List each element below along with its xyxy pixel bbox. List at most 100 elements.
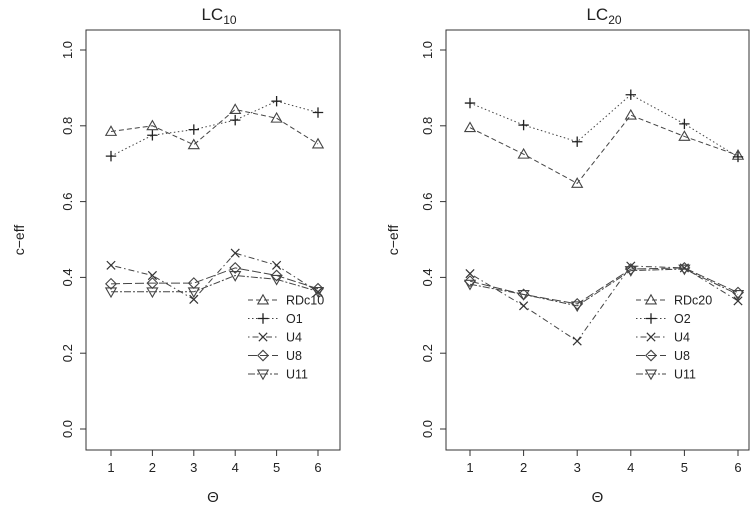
x-tick-label: 5 bbox=[681, 460, 688, 475]
data-point bbox=[272, 260, 282, 270]
data-point bbox=[464, 97, 476, 109]
data-point bbox=[311, 137, 325, 149]
data-point bbox=[106, 260, 116, 270]
series-line bbox=[110, 108, 319, 146]
data-point bbox=[189, 294, 199, 304]
y-tick-label: 0.8 bbox=[60, 117, 75, 135]
data-point bbox=[146, 119, 159, 131]
legend-marker bbox=[646, 332, 656, 342]
data-point bbox=[519, 301, 529, 311]
series-o2 bbox=[464, 89, 744, 163]
legend: RDc10 O1 U4 U8 U11 bbox=[248, 294, 324, 382]
legend-marker bbox=[644, 369, 658, 381]
data-point bbox=[147, 270, 157, 281]
data-point bbox=[625, 89, 636, 100]
y-tick-label: 0.8 bbox=[420, 117, 435, 135]
data-point bbox=[518, 119, 529, 131]
chart-title-subscript: 20 bbox=[608, 13, 622, 27]
series-u11 bbox=[104, 271, 325, 299]
data-point bbox=[624, 266, 637, 277]
data-point bbox=[188, 124, 199, 135]
data-point bbox=[464, 275, 476, 288]
data-point bbox=[229, 271, 242, 282]
data-point bbox=[678, 264, 691, 276]
data-point bbox=[678, 130, 691, 141]
series-rdc20 bbox=[463, 108, 745, 188]
series-rdc10 bbox=[104, 103, 325, 150]
data-point bbox=[624, 263, 637, 276]
legend-marker bbox=[645, 313, 657, 324]
x-tick-label: 3 bbox=[574, 460, 581, 475]
legend-label: U4 bbox=[286, 331, 302, 345]
chart-title-subscript: 10 bbox=[223, 13, 237, 27]
chart-title-main: LC bbox=[586, 5, 608, 24]
series-line bbox=[469, 114, 739, 185]
y-tick-label: 0.6 bbox=[60, 193, 75, 211]
x-axis-label: Θ bbox=[592, 489, 604, 506]
data-point bbox=[572, 136, 583, 147]
series-u4 bbox=[106, 248, 323, 304]
data-point bbox=[270, 111, 283, 123]
series-u8 bbox=[105, 261, 324, 295]
data-point bbox=[230, 114, 241, 126]
y-tick-label: 0.4 bbox=[420, 268, 435, 286]
y-tick-label: 0.2 bbox=[420, 344, 435, 362]
data-point bbox=[463, 279, 477, 291]
series-line bbox=[111, 274, 319, 293]
data-point bbox=[104, 287, 118, 299]
data-point bbox=[270, 274, 283, 286]
data-point bbox=[313, 287, 323, 297]
chart-title: LC10 bbox=[201, 5, 236, 27]
y-tick-label: 0.4 bbox=[60, 268, 75, 286]
data-point bbox=[679, 118, 690, 130]
data-point bbox=[147, 130, 158, 141]
data-point bbox=[465, 269, 475, 279]
data-point bbox=[105, 277, 117, 290]
legend-marker bbox=[258, 332, 268, 342]
legend-marker bbox=[256, 369, 270, 381]
legend-label: U4 bbox=[674, 331, 690, 345]
series-line bbox=[110, 267, 319, 290]
data-point bbox=[571, 177, 584, 188]
legend-marker bbox=[257, 313, 269, 324]
legend: RDc20 O2 U4 U8 U11 bbox=[636, 294, 712, 382]
series-o1 bbox=[105, 95, 324, 162]
legend-label: U11 bbox=[286, 368, 308, 382]
plot-frame bbox=[85, 29, 341, 451]
x-tick-label: 2 bbox=[149, 460, 156, 475]
legend-label: O1 bbox=[286, 312, 303, 326]
data-point bbox=[571, 301, 584, 313]
series-line bbox=[110, 100, 319, 157]
data-point bbox=[270, 269, 283, 282]
data-point bbox=[105, 150, 117, 162]
series-u11 bbox=[463, 264, 745, 313]
chart-panel-lc10: LC10 0.0 0.2 0.4 0.6 0.8 1.0 1 2 3 4 5 6 Θc−eff RDc10 O… bbox=[11, 5, 341, 506]
series-line bbox=[110, 252, 319, 301]
x-tick-label: 1 bbox=[466, 460, 473, 475]
data-point bbox=[311, 286, 325, 298]
data-point bbox=[572, 336, 582, 346]
data-point bbox=[187, 287, 200, 299]
data-point bbox=[230, 248, 240, 258]
y-tick-label: 0.0 bbox=[60, 420, 75, 438]
y-tick-label: 1.0 bbox=[420, 41, 435, 59]
legend-label: O2 bbox=[674, 312, 691, 326]
data-point bbox=[517, 290, 530, 301]
legend-label: RDc20 bbox=[674, 294, 712, 308]
x-tick-label: 3 bbox=[190, 460, 197, 475]
chart-panel-lc20: LC20 0.0 0.2 0.4 0.6 0.8 1.0 1 2 3 4 5 6 Θc−eff RDc20 O… bbox=[385, 5, 750, 506]
data-point bbox=[229, 261, 242, 274]
x-tick-label: 5 bbox=[273, 460, 280, 475]
chart-title-main: LC bbox=[201, 5, 223, 24]
y-tick-label: 0.0 bbox=[420, 420, 435, 438]
data-point bbox=[312, 107, 324, 118]
x-axis-label: Θ bbox=[207, 489, 219, 506]
data-point bbox=[733, 296, 743, 306]
legend-marker bbox=[257, 349, 269, 362]
x-tick-label: 2 bbox=[520, 460, 527, 475]
y-tick-label: 0.2 bbox=[60, 344, 75, 362]
legend-label: U11 bbox=[674, 368, 696, 382]
y-tick-label: 0.6 bbox=[420, 193, 435, 211]
legend-label: RDc10 bbox=[286, 294, 324, 308]
